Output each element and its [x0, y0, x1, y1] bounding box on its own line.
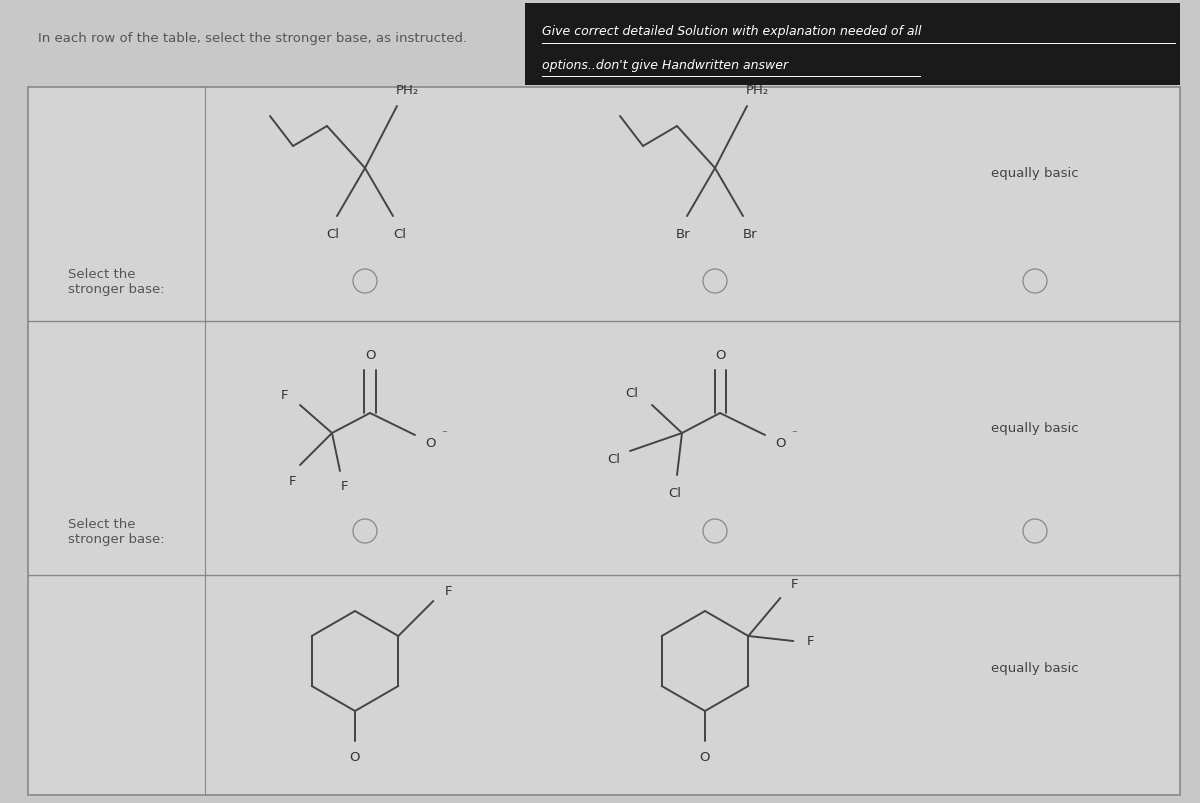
Text: Cl: Cl	[326, 227, 340, 240]
Text: Br: Br	[743, 227, 757, 240]
Text: O: O	[775, 437, 785, 450]
Text: Cl: Cl	[625, 387, 638, 400]
Text: Br: Br	[676, 227, 690, 240]
Text: F: F	[444, 585, 452, 597]
Text: F: F	[791, 578, 798, 591]
Text: Cl: Cl	[394, 227, 407, 240]
Text: F: F	[341, 480, 348, 493]
Text: F: F	[806, 634, 814, 648]
Text: O: O	[349, 751, 360, 764]
Text: F: F	[288, 475, 295, 488]
FancyBboxPatch shape	[28, 88, 1180, 795]
Text: O: O	[365, 349, 376, 362]
Text: O: O	[700, 751, 710, 764]
Text: ⁻: ⁻	[791, 429, 797, 438]
FancyBboxPatch shape	[526, 4, 1180, 86]
Text: F: F	[281, 389, 288, 402]
Text: PH₂: PH₂	[745, 84, 769, 97]
Text: Give correct detailed Solution with explanation needed of all: Give correct detailed Solution with expl…	[542, 26, 922, 39]
Text: Select the
stronger base:: Select the stronger base:	[67, 517, 164, 545]
Text: In each row of the table, select the stronger base, as instructed.: In each row of the table, select the str…	[38, 32, 467, 46]
Text: ⁻: ⁻	[442, 429, 446, 438]
Text: options..don't give Handwritten answer: options..don't give Handwritten answer	[542, 59, 788, 72]
Text: O: O	[425, 437, 436, 450]
Text: PH₂: PH₂	[395, 84, 419, 97]
Text: Cl: Cl	[607, 453, 620, 466]
Text: equally basic: equally basic	[991, 167, 1079, 181]
Text: Select the
stronger base:: Select the stronger base:	[67, 267, 164, 296]
Text: equally basic: equally basic	[991, 662, 1079, 675]
Text: equally basic: equally basic	[991, 422, 1079, 435]
Text: Cl: Cl	[668, 487, 682, 500]
Text: O: O	[715, 349, 725, 362]
